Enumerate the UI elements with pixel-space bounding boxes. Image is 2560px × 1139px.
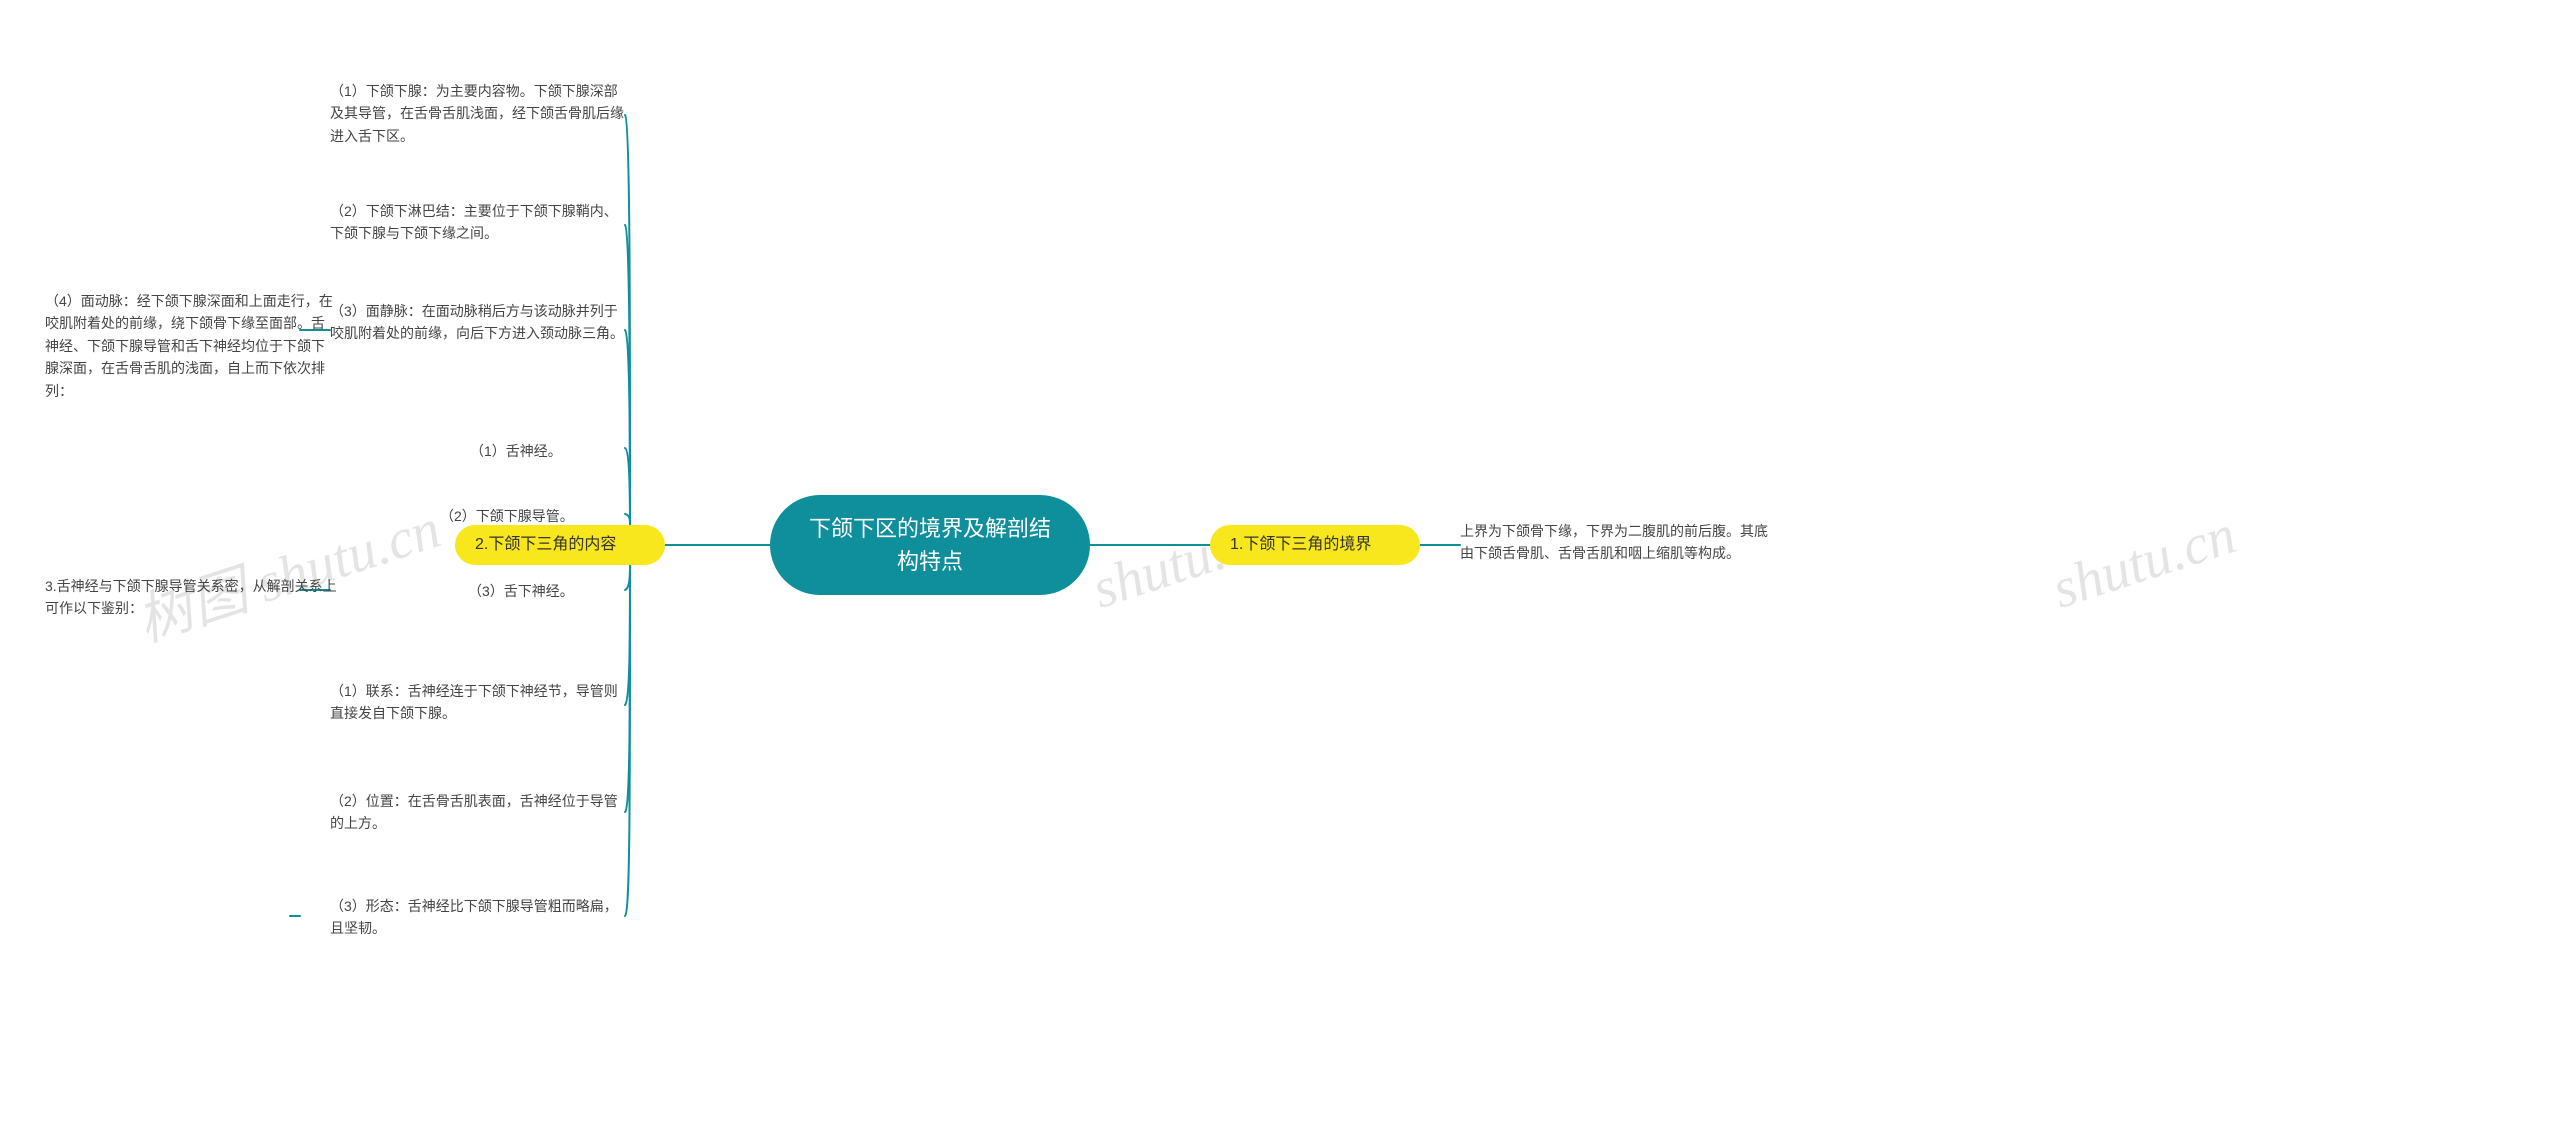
sidenote-1: 3.舌神经与下颌下腺导管关系密，从解剖关系上可作以下鉴别： [45,575,345,620]
branch-left[interactable]: 2.下颌下三角的内容 [455,525,665,565]
left-leaf-6: （1）联系：舌神经连于下颌下神经节，导管则直接发自下颌下腺。 [330,680,630,725]
left-leaf-3: （1）舌神经。 [470,440,650,462]
left-leaf-4: （2）下颌下腺导管。 [440,505,620,527]
left-leaf-7: （2）位置：在舌骨舌肌表面，舌神经位于导管的上方。 [330,790,630,835]
left-leaf-5: （3）舌下神经。 [468,580,648,602]
watermark-3: shutu.cn [2045,502,2244,621]
root-node-label: 下颌下区的境界及解剖结构特点 [806,512,1054,578]
right-leaf-0: 上界为下颌骨下缘，下界为二腹肌的前后腹。其底由下颌舌骨肌、舌骨舌肌和咽上缩肌等构… [1460,520,1780,565]
root-node[interactable]: 下颌下区的境界及解剖结构特点 [770,495,1090,595]
branch-left-label: 2.下颌下三角的内容 [475,532,616,558]
left-leaf-2: （3）面静脉：在面动脉稍后方与该动脉并列于咬肌附着处的前缘，向后下方进入颈动脉三… [330,300,630,345]
watermark-1: 树图 shutu.cn [125,483,449,657]
branch-right[interactable]: 1.下颌下三角的境界 [1210,525,1420,565]
left-leaf-0: （1）下颌下腺：为主要内容物。下颌下腺深部及其导管，在舌骨舌肌浅面，经下颌舌骨肌… [330,80,630,147]
left-leaf-8: （3）形态：舌神经比下颌下腺导管粗而略扁，且坚韧。 [330,895,630,940]
branch-right-label: 1.下颌下三角的境界 [1230,532,1371,558]
sidenote-0: （4）面动脉：经下颌下腺深面和上面走行，在咬肌附着处的前缘，绕下颌骨下缘至面部。… [45,290,335,402]
connector-layer [0,0,2560,1139]
left-leaf-1: （2）下颌下淋巴结：主要位于下颌下腺鞘内、下颌下腺与下颌下缘之间。 [330,200,630,245]
